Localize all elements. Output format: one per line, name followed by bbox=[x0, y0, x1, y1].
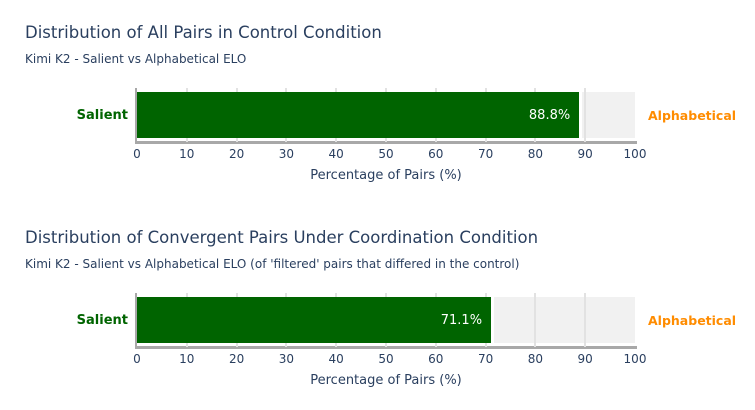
x-tick-label: 20 bbox=[228, 352, 245, 366]
x-tick-label: 60 bbox=[428, 147, 444, 161]
chart-subtitle: Kimi K2 - Salient vs Alphabetical ELO (o… bbox=[25, 257, 520, 271]
bar-value-label: 88.8% bbox=[528, 107, 571, 123]
x-tick-label: 100 bbox=[623, 147, 647, 161]
x-tick-label: 50 bbox=[378, 352, 394, 366]
chart-control-condition: Distribution of All Pairs in Control Con… bbox=[25, 23, 737, 183]
x-tick-label: 80 bbox=[527, 147, 544, 161]
category-label-salient: Salient bbox=[76, 107, 128, 123]
y-axis-line bbox=[135, 88, 137, 144]
x-tick-label: 40 bbox=[328, 352, 344, 366]
bar-value-label: 71.1% bbox=[440, 312, 483, 328]
x-axis-line bbox=[135, 141, 637, 144]
label-alphabetical: Alphabetical bbox=[648, 107, 737, 123]
x-tick-label: 100 bbox=[623, 352, 647, 366]
x-tick-label: 40 bbox=[328, 147, 344, 161]
x-tick-label: 0 bbox=[133, 352, 141, 366]
x-tick-label: 50 bbox=[378, 147, 394, 161]
x-tick-label: 0 bbox=[133, 147, 141, 161]
chart-subtitle: Kimi K2 - Salient vs Alphabetical ELO bbox=[25, 52, 247, 66]
x-tick-label: 30 bbox=[278, 352, 295, 366]
x-axis-line bbox=[135, 346, 637, 349]
category-label-salient: Salient bbox=[76, 312, 128, 328]
x-tick-label: 10 bbox=[179, 352, 195, 366]
chart-title: Distribution of Convergent Pairs Under C… bbox=[25, 228, 539, 247]
label-alphabetical: Alphabetical bbox=[648, 312, 737, 328]
gridline bbox=[584, 293, 587, 347]
chart-title: Distribution of All Pairs in Control Con… bbox=[25, 23, 382, 42]
x-axis-title: Percentage of Pairs (%) bbox=[310, 168, 462, 183]
x-tick-label: 90 bbox=[577, 147, 593, 161]
salient-bar: 88.8% bbox=[137, 92, 583, 138]
x-tick-label: 20 bbox=[228, 147, 245, 161]
plot-area: 88.8% bbox=[137, 88, 635, 142]
x-axis-ticks: 0 10 20 30 40 50 60 70 80 90 100 bbox=[133, 147, 646, 163]
x-axis-title: Percentage of Pairs (%) bbox=[310, 373, 462, 388]
x-tick-label: 60 bbox=[428, 352, 444, 366]
gridline bbox=[584, 88, 587, 142]
x-tick-label: 30 bbox=[278, 147, 295, 161]
x-axis-ticks: 0 10 20 30 40 50 60 70 80 90 100 bbox=[133, 352, 646, 368]
x-tick-label: 80 bbox=[527, 352, 544, 366]
x-tick-label: 70 bbox=[477, 352, 494, 366]
chart-coordination-condition: Distribution of Convergent Pairs Under C… bbox=[0, 205, 755, 410]
y-axis-line bbox=[135, 293, 137, 349]
x-tick-label: 10 bbox=[179, 147, 195, 161]
x-tick-label: 90 bbox=[577, 352, 593, 366]
plot-area: 71.1% bbox=[137, 293, 635, 347]
gridline bbox=[534, 293, 537, 347]
salient-bar: 71.1% bbox=[137, 297, 495, 343]
x-tick-label: 70 bbox=[477, 147, 494, 161]
